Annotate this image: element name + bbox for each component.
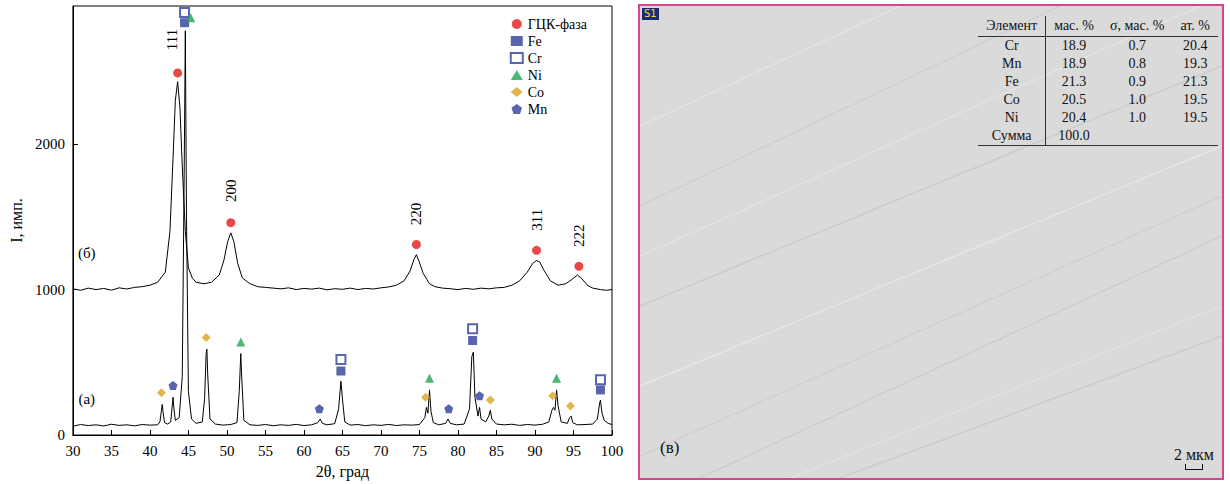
html-text:Mn: Mn <box>1001 56 1022 71</box>
svg-text:30: 30 <box>65 443 80 459</box>
svg-text:0: 0 <box>57 427 65 443</box>
html-text:20.4: 20.4 <box>1061 110 1087 125</box>
html-text:Cr: Cr <box>1004 38 1019 53</box>
html-text:0.7: 0.7 <box>1128 38 1146 53</box>
svg-text:Co: Co <box>528 85 544 100</box>
svg-text:100: 100 <box>601 443 624 459</box>
html-text:Элемент: Элемент <box>986 18 1038 33</box>
html-text:Co: Co <box>1003 92 1020 107</box>
html-text:0.8: 0.8 <box>1128 56 1146 71</box>
svg-text:90: 90 <box>527 443 542 459</box>
html-text:σ, мас. %: σ, мас. % <box>1110 18 1165 33</box>
svg-text:111: 111 <box>164 29 180 50</box>
svg-text:95: 95 <box>566 443 581 459</box>
svg-text:45: 45 <box>181 443 196 459</box>
html-text:21.3: 21.3 <box>1061 74 1087 89</box>
html-text:(в): (в) <box>660 438 680 457</box>
svg-text:200: 200 <box>223 179 239 202</box>
html-text:20.5: 20.5 <box>1061 92 1087 107</box>
svg-text:I, имп.: I, имп. <box>8 198 25 243</box>
html-text:20.4: 20.4 <box>1183 38 1208 53</box>
svg-text:ГЦК-фаза: ГЦК-фаза <box>528 17 588 32</box>
svg-text:(а): (а) <box>78 391 95 408</box>
svg-text:Ni: Ni <box>528 68 542 83</box>
svg-text:55: 55 <box>258 443 273 459</box>
html-text:19.5: 19.5 <box>1183 92 1208 107</box>
svg-text:75: 75 <box>412 443 427 459</box>
html-text:19.3: 19.3 <box>1183 56 1208 71</box>
html-text:100.0: 100.0 <box>1058 128 1090 143</box>
html-text:мас. %: мас. % <box>1054 18 1094 33</box>
html-text:18.9: 18.9 <box>1061 56 1087 71</box>
svg-text:40: 40 <box>142 443 157 459</box>
svg-text:Cr: Cr <box>528 51 542 66</box>
svg-text:50: 50 <box>219 443 234 459</box>
html-text:Fe: Fe <box>1004 74 1019 89</box>
svg-text:311: 311 <box>529 209 545 231</box>
svg-text:35: 35 <box>104 443 119 459</box>
html-text:21.3: 21.3 <box>1183 74 1208 89</box>
svg-text:85: 85 <box>489 443 504 459</box>
svg-text:60: 60 <box>296 443 311 459</box>
svg-text:220: 220 <box>408 203 424 226</box>
svg-text:222: 222 <box>571 225 587 248</box>
html-text:1.0: 1.0 <box>1128 92 1146 107</box>
svg-text:70: 70 <box>373 443 388 459</box>
html-text:0.9: 0.9 <box>1128 74 1146 89</box>
html-text:19.5: 19.5 <box>1183 110 1208 125</box>
html-text:Ni: Ni <box>1004 110 1019 125</box>
svg-text:Fe: Fe <box>528 34 542 49</box>
html-text:S1: S1 <box>644 8 657 19</box>
svg-text:Mn: Mn <box>528 102 547 117</box>
svg-text:65: 65 <box>335 443 350 459</box>
svg-text:2000: 2000 <box>35 136 65 152</box>
html-text:18.9: 18.9 <box>1061 38 1087 53</box>
svg-text:1000: 1000 <box>35 282 65 298</box>
svg-text:(б): (б) <box>78 245 96 262</box>
html-text:ат. %: ат. % <box>1180 18 1210 33</box>
html-text:Сумма: Сумма <box>991 128 1032 143</box>
svg-text:80: 80 <box>450 443 465 459</box>
html-text:2 мкм: 2 мкм <box>1174 446 1214 463</box>
html-text:1.0: 1.0 <box>1128 110 1146 125</box>
svg-text:2θ, град: 2θ, град <box>316 463 369 481</box>
